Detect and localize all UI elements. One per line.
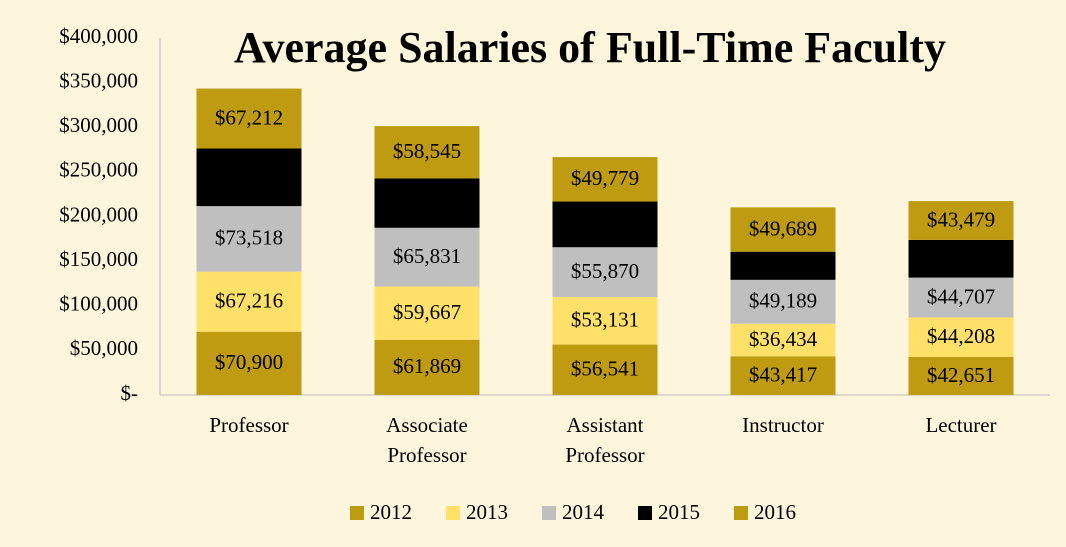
value-label: $70,900: [215, 350, 283, 374]
bar-segment: [196, 206, 302, 272]
bar-segment: [374, 178, 480, 228]
value-label: $56,541: [571, 357, 639, 381]
x-tick-label: Professor: [209, 413, 288, 437]
x-tick-label: Associate Professor: [386, 413, 468, 467]
bar-segment: [730, 207, 836, 252]
legend-swatch: [350, 506, 364, 520]
bar-segment: [552, 344, 658, 395]
value-label: $43,417: [749, 362, 817, 386]
bar-segment: [730, 279, 836, 324]
bar-segment: [730, 323, 836, 357]
bar-segment: [374, 286, 480, 340]
bar-segment: [374, 339, 480, 395]
legend-swatch: [734, 506, 748, 520]
y-tick-label: $350,000: [59, 68, 138, 92]
value-label: $67,216: [215, 289, 283, 313]
value-label: $58,545: [393, 139, 461, 163]
bar-segment: [374, 227, 480, 287]
y-tick-label: $250,000: [59, 158, 138, 182]
value-label: $49,689: [749, 216, 817, 240]
legend-label: 2015: [658, 500, 700, 524]
legend-swatch: [446, 506, 460, 520]
bar-segment: [552, 157, 658, 202]
value-label: $49,779: [571, 166, 639, 190]
value-label: $59,667: [393, 300, 461, 324]
y-tick-label: $200,000: [59, 202, 138, 226]
value-label: $44,208: [927, 324, 995, 348]
value-label: $36,434: [749, 327, 818, 351]
y-tick-label: $100,000: [59, 292, 138, 316]
value-label: $31,491: [749, 253, 817, 277]
legend-swatch: [542, 506, 556, 520]
value-label: $61,869: [393, 354, 461, 378]
y-tick-label: $300,000: [59, 113, 138, 137]
x-tick-label: Assistant Professor: [565, 413, 644, 467]
value-label: $55,377: [393, 190, 461, 214]
legend-label: 2014: [562, 500, 605, 524]
y-tick-label: $150,000: [59, 247, 138, 271]
y-tick-label: $50,000: [70, 336, 138, 360]
bar-segment: [552, 297, 658, 345]
value-label: $44,707: [927, 284, 995, 308]
value-label: $65,831: [393, 244, 461, 268]
legend-label: 2012: [370, 500, 412, 524]
value-label: $73,518: [215, 226, 283, 250]
bar-segment: [552, 201, 658, 248]
value-label: $51,210: [571, 211, 639, 235]
bar-segment: [908, 356, 1014, 395]
value-label: $64,539: [215, 164, 283, 188]
bar-segment: [196, 88, 302, 149]
bar-segment: [196, 271, 302, 332]
bar-segment: [196, 148, 302, 207]
bar-segment: [908, 201, 1014, 240]
value-label: $55,870: [571, 259, 639, 283]
bar-segment: [908, 277, 1014, 318]
bar-segment: [196, 331, 302, 395]
bar-segment: [730, 356, 836, 395]
legend-label: 2016: [754, 500, 796, 524]
bar-segment: [730, 251, 836, 280]
value-label: $49,189: [749, 289, 817, 313]
chart-title: Average Salaries of Full-Time Faculty: [234, 23, 946, 72]
bar-segment: [908, 317, 1014, 357]
y-tick-label: $-: [121, 381, 139, 405]
bar-segment: [374, 126, 480, 179]
value-label: $43,479: [927, 207, 995, 231]
value-label: $42,651: [927, 363, 995, 387]
x-tick-label: Instructor: [742, 413, 824, 437]
bar-segment: [552, 247, 658, 298]
legend-swatch: [638, 506, 652, 520]
x-tick-label: Lecturer: [925, 413, 996, 437]
bar-segment: [908, 239, 1014, 278]
value-label: $53,131: [571, 308, 639, 332]
y-tick-label: $400,000: [59, 24, 138, 48]
legend-label: 2013: [466, 500, 508, 524]
value-label: $42,201: [927, 246, 995, 270]
value-label: $67,212: [215, 105, 283, 129]
